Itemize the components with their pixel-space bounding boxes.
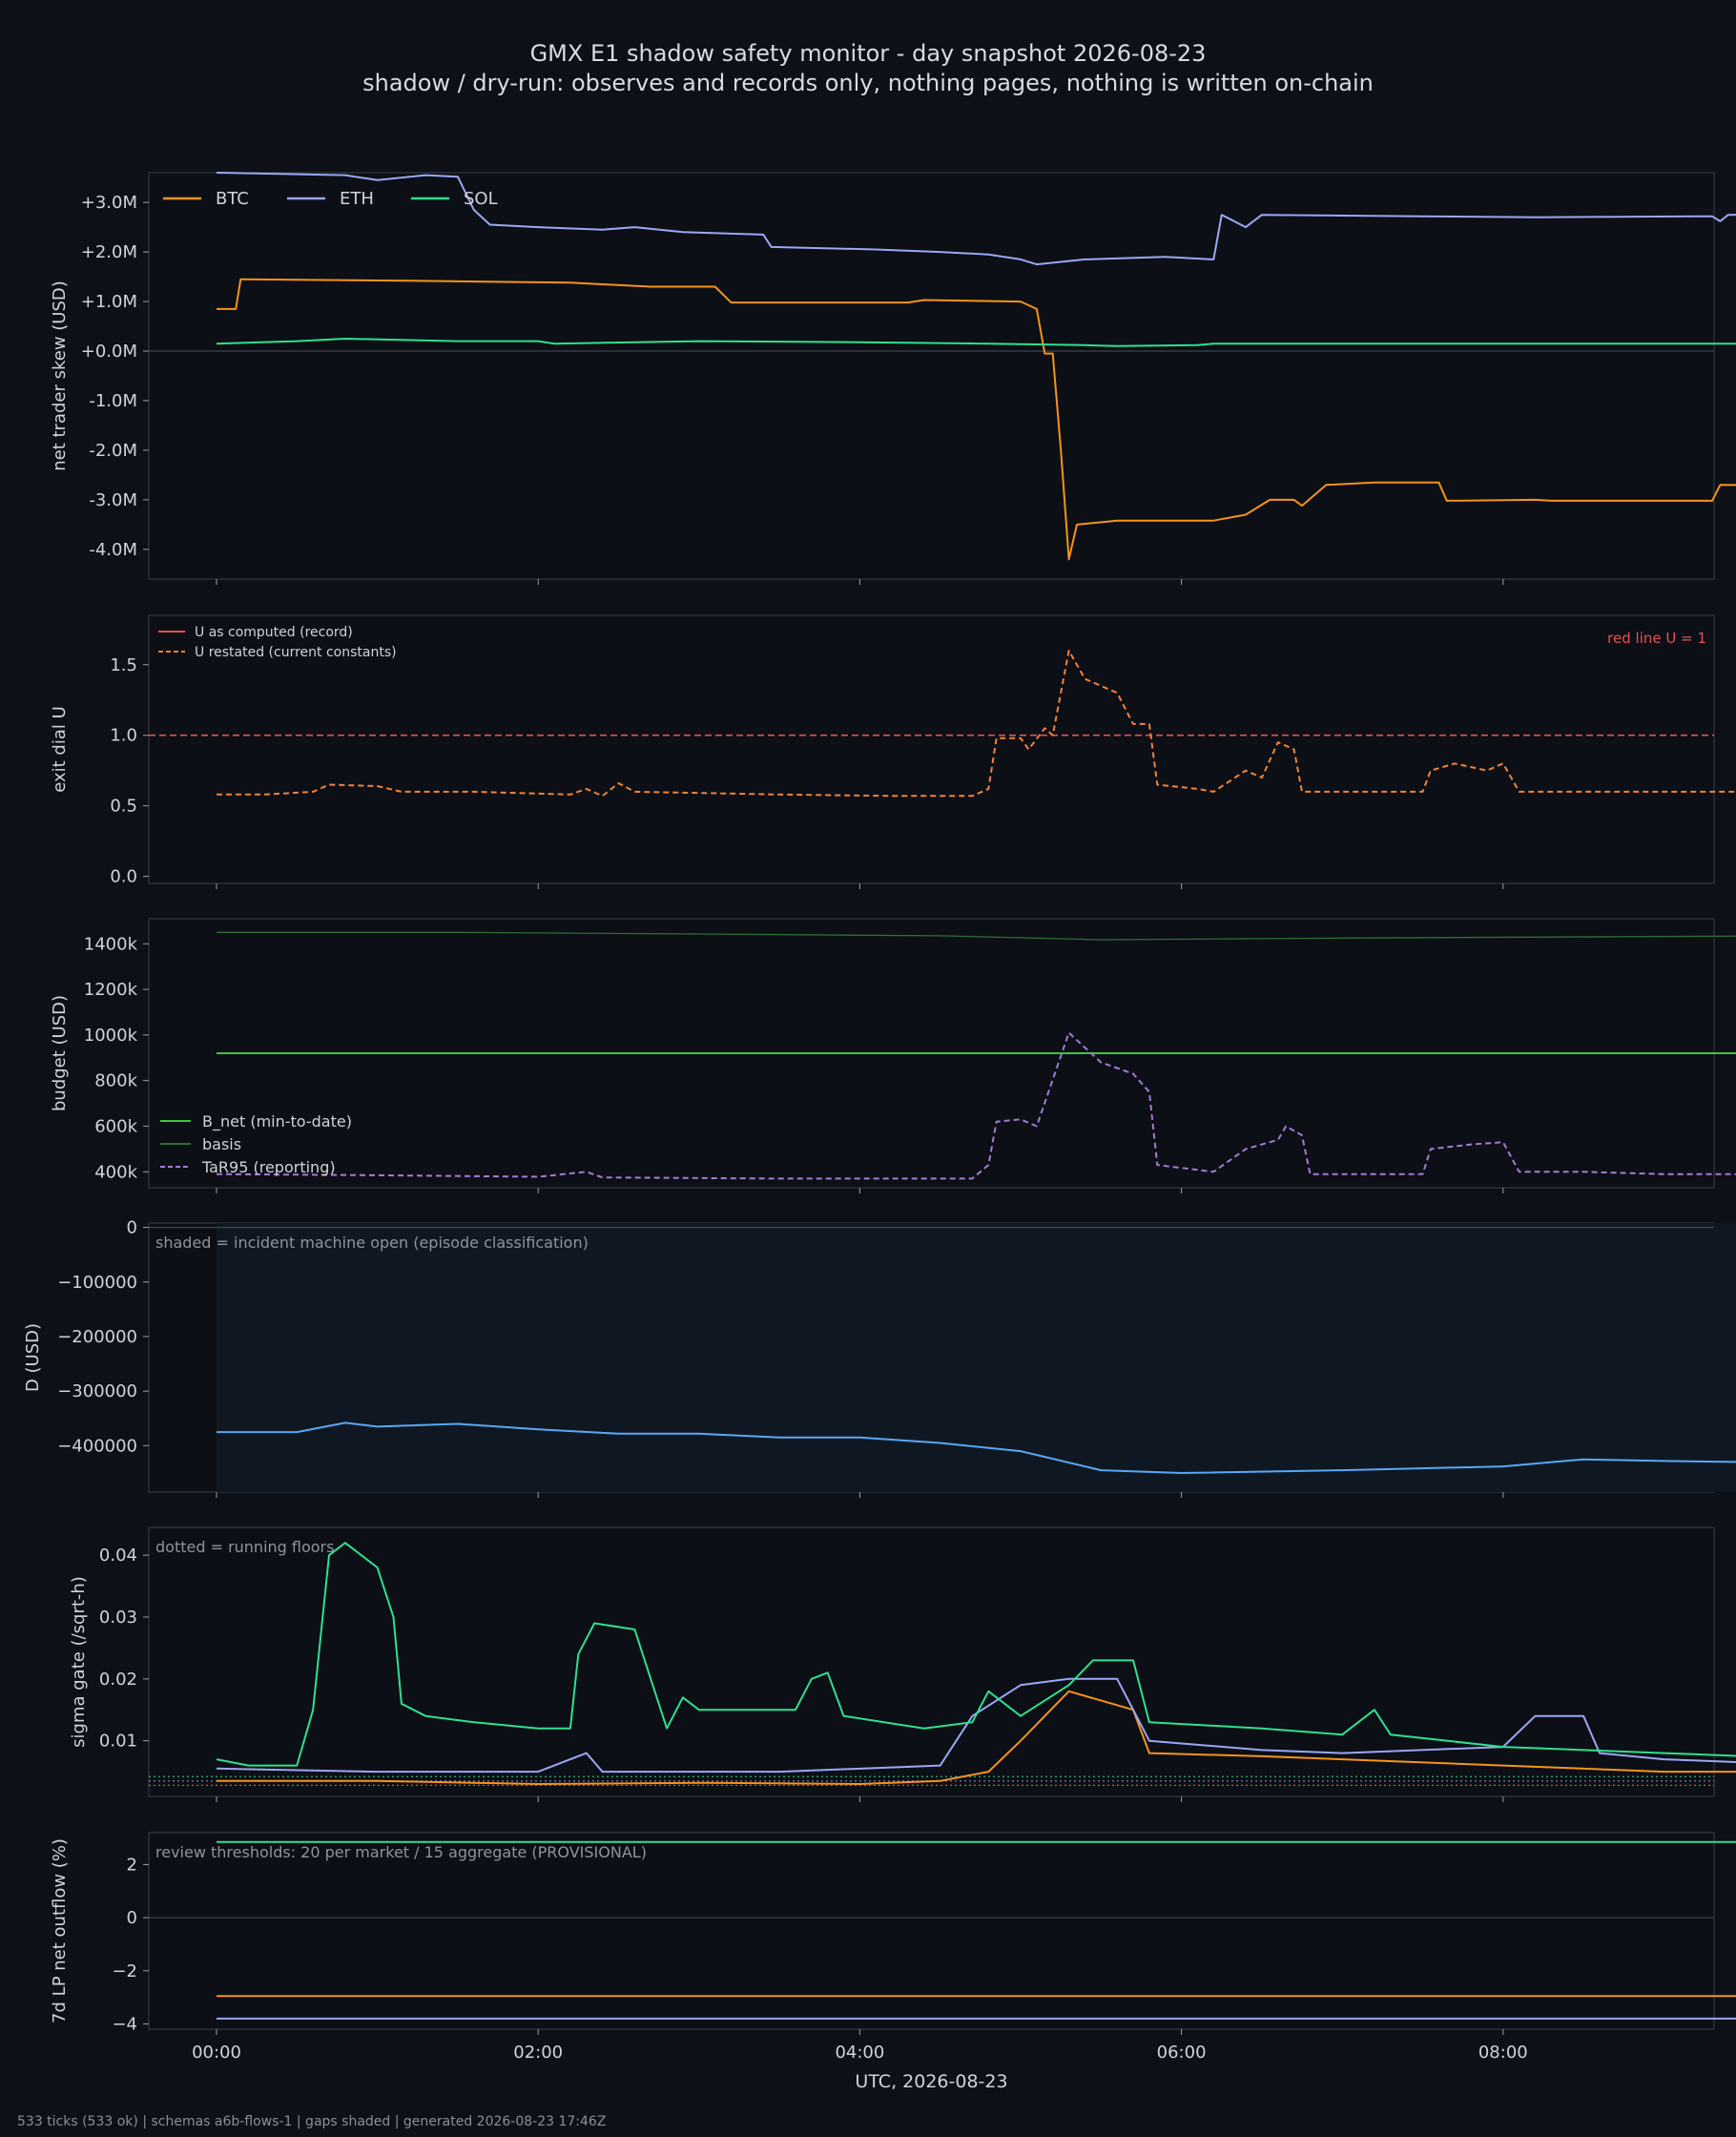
y-tick-label: −100000 <box>57 1273 137 1293</box>
series-line-basis <box>217 931 1736 941</box>
series-line-tar95-reporting- <box>216 1031 1736 1180</box>
y-tick-label: -2.0M <box>89 441 137 461</box>
series-line-sol <box>217 1840 1736 1843</box>
panel-annotation: shaded = incident machine open (episode … <box>155 1234 589 1252</box>
series-line-eth <box>217 2017 1736 2020</box>
panel-sigma_gate: 0.01 0.02 0.03 0.04 sigma gate (/sqrt-h) dott… <box>69 1526 1736 1802</box>
legend-label: BTC <box>216 189 249 209</box>
y-tick-label: 0.0 <box>110 867 137 887</box>
legend-label: TaR95 (reporting) <box>201 1158 336 1176</box>
y-axis-label: 7d LP net outflow (%) <box>50 1838 70 2023</box>
y-tick-label: +3.0M <box>81 193 137 213</box>
y-axis-label: exit dial U <box>50 706 70 793</box>
y-tick-label: −4 <box>112 2014 137 2034</box>
y-axis-label: D (USD) <box>23 1323 43 1392</box>
footer-status: 533 ticks (533 ok) | schemas a6b-flows-1… <box>17 2114 607 2129</box>
y-axis-label: net trader skew (USD) <box>50 280 70 471</box>
panel-drawdown: 0 −100000 −200000 −300000 −400000 D (USD) shad… <box>23 1218 1736 1498</box>
panel-frame <box>148 172 1715 580</box>
y-tick-label: +0.0M <box>81 342 137 362</box>
y-tick-label: -4.0M <box>89 540 137 560</box>
y-axis-label: sigma gate (/sqrt-h) <box>69 1576 89 1748</box>
incident-shade <box>217 1223 1736 1492</box>
panel-exit_dial: 0.0 0.5 1.0 1.5 exit dial U red line U = 1 U a… <box>50 614 1736 889</box>
y-axis-label: budget (USD) <box>50 995 70 1111</box>
panel-budget: 400k 600k 800k 1000k 1200k 1400k budget (USD) B… <box>50 918 1736 1193</box>
legend-label: basis <box>202 1135 241 1153</box>
y-tick-label: -1.0M <box>89 391 137 411</box>
series-line-eth <box>216 1677 1736 1774</box>
y-tick-label: 0 <box>127 1218 137 1238</box>
y-tick-label: 1.0 <box>110 726 137 746</box>
x-tick-label: 02:00 <box>513 2043 563 2063</box>
series-line-btc <box>217 278 1736 561</box>
y-tick-label: −200000 <box>57 1327 137 1347</box>
legend-label: SOL <box>464 189 498 209</box>
x-tick-label: 04:00 <box>835 2043 884 2063</box>
y-tick-label: 0.04 <box>99 1546 137 1566</box>
x-tick-label: 08:00 <box>1478 2043 1528 2063</box>
y-tick-label: 1.5 <box>110 655 137 675</box>
chart-title: GMX E1 shadow safety monitor - day snaps… <box>529 40 1207 67</box>
legend-label: B_net (min-to-date) <box>202 1112 352 1131</box>
x-tick-label: 06:00 <box>1157 2043 1207 2063</box>
legend-label: U restated (current constants) <box>195 645 397 660</box>
legend-label: U as computed (record) <box>195 625 353 640</box>
y-tick-label: −300000 <box>57 1381 137 1401</box>
y-tick-label: 1200k <box>84 980 138 1000</box>
y-tick-label: 1400k <box>84 934 138 954</box>
panel-frame <box>148 1832 1715 2030</box>
panel-lp_outflow: 20−2−400:0002:0004:0006:0008:0010:0012:0… <box>50 1832 1736 2063</box>
chart-subtitle: shadow / dry-run: observes and records o… <box>362 70 1374 96</box>
panel-frame <box>148 614 1715 884</box>
series-line-eth <box>216 172 1736 266</box>
y-tick-label: 0.03 <box>99 1608 137 1628</box>
x-axis-label: UTC, 2026-08-23 <box>855 2071 1007 2092</box>
y-tick-label: 0 <box>127 1908 137 1928</box>
y-tick-label: 0.01 <box>99 1732 137 1752</box>
x-tick-label: 00:00 <box>192 2043 241 2063</box>
series-line-drawdown <box>217 1421 1736 1474</box>
y-tick-label: 400k <box>94 1162 137 1182</box>
y-tick-label: 0.02 <box>99 1670 137 1690</box>
reference-label: red line U = 1 <box>1607 630 1706 647</box>
series-line-btc <box>217 1690 1736 1785</box>
panel-annotation: dotted = running floors <box>155 1538 334 1556</box>
y-tick-label: 800k <box>94 1071 137 1091</box>
panel-annotation: review thresholds: 20 per market / 15 ag… <box>155 1843 647 1861</box>
y-tick-label: 600k <box>94 1116 137 1136</box>
panel-frame <box>148 1526 1715 1797</box>
legend-label: ETH <box>340 189 374 209</box>
series-line-sol <box>216 1542 1736 1767</box>
y-tick-label: +1.0M <box>81 292 137 312</box>
series-line-btc <box>217 1995 1736 1998</box>
y-tick-label: −2 <box>112 1961 137 1981</box>
series-line-u-restated-current-constants- <box>217 650 1736 798</box>
y-tick-label: 2 <box>127 1855 137 1875</box>
y-tick-label: 1000k <box>84 1026 138 1046</box>
y-tick-label: −400000 <box>57 1436 137 1456</box>
series-line-sol <box>216 338 1736 347</box>
y-tick-label: +2.0M <box>81 242 137 262</box>
y-tick-label: 0.5 <box>110 797 137 817</box>
panel-skew: +3.0M +2.0M +1.0M +0.0M -1.0M -2.0M -3.0M -4.0M… <box>50 172 1736 585</box>
y-tick-label: -3.0M <box>89 490 137 510</box>
